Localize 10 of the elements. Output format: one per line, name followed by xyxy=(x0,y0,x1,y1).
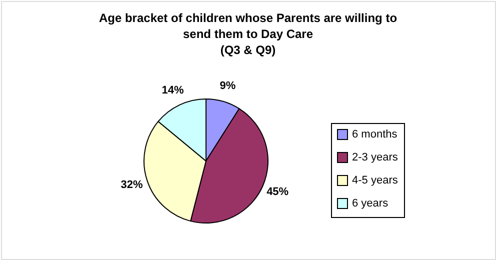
chart-subtitle: (Q3 & Q9) xyxy=(220,43,276,57)
legend-label: 6 months xyxy=(352,128,398,140)
data-label: 45% xyxy=(266,186,289,198)
data-label: 9% xyxy=(220,80,236,92)
legend-label: 4-5 years xyxy=(352,174,398,186)
legend-label: 2-3 years xyxy=(352,152,398,164)
data-label: 14% xyxy=(162,84,184,96)
chart-title: Age bracket of children whose Parents are willing to send them to Day Care xyxy=(98,11,398,41)
data-label: 32% xyxy=(120,179,144,192)
legend-label: 6 years xyxy=(352,198,389,210)
